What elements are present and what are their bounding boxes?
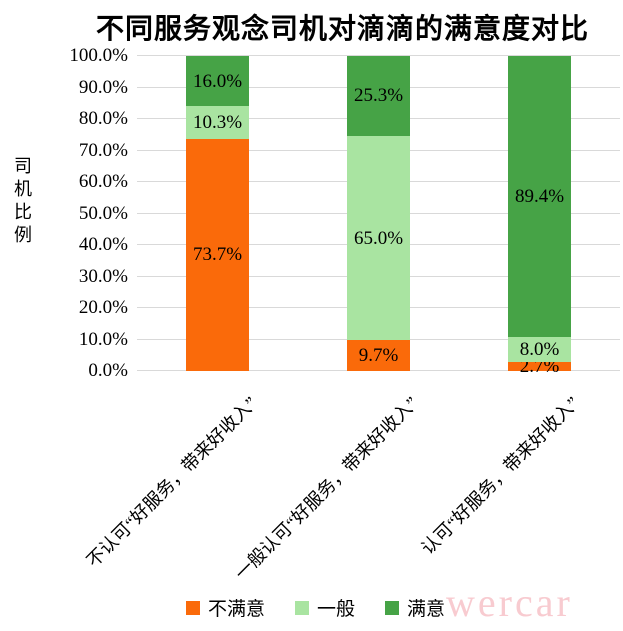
legend-item: 不满意 [186, 594, 265, 621]
legend-swatch-satisfied-icon [385, 600, 400, 615]
bar-segment [508, 55, 571, 338]
y-tick-label: 40.0% [78, 234, 128, 255]
bar-segment [508, 362, 571, 371]
y-tick-label: 60.0% [78, 171, 128, 192]
legend: 不满意 一般 满意 [186, 594, 445, 621]
chart-title: 不同服务观念司机对滴滴的满意度对比 [95, 14, 589, 45]
bar-segment [347, 135, 410, 341]
bar-segment [508, 337, 571, 363]
watermark: wercar [446, 580, 573, 625]
x-tick-label: 一般认可“好服务，带来好收入” [230, 392, 422, 584]
y-tick-label: 10.0% [78, 328, 128, 350]
bar-segment [186, 106, 249, 139]
y-tick-label: 0.0% [88, 360, 128, 381]
y-tick-label: 20.0% [78, 297, 128, 318]
legend-item: 一般 [295, 594, 355, 621]
y-tick-label: 70.0% [78, 139, 128, 161]
legend-item: 满意 [385, 594, 445, 621]
bar-segment [347, 56, 410, 136]
bar-data-label: 73.7% [192, 244, 243, 266]
bar-segment [347, 340, 410, 371]
y-tick-label: 100.0% [69, 45, 128, 66]
x-tick-label: 不认可“好服务，带来好收入” [82, 392, 261, 572]
legend-label: 满意 [407, 599, 446, 620]
legend-label: 一般 [317, 599, 356, 620]
bar-segment [186, 138, 249, 371]
x-tick-label: 认可“好服务，带来好收入” [417, 392, 583, 559]
bar-segment [186, 56, 249, 107]
y-tick-label: 80.0% [78, 108, 128, 129]
legend-swatch-dissatisfied-icon [186, 600, 200, 615]
y-tick-label: 30.0% [78, 265, 128, 287]
y-axis-title: 司机比例 [12, 156, 32, 248]
bar-data-label: 16.0% [192, 70, 243, 92]
bar-data-label: 10.3% [192, 112, 243, 134]
bar-data-label: 9.7% [358, 345, 399, 367]
bar-data-label: 89.4% [514, 185, 565, 207]
legend-label: 不满意 [208, 599, 266, 620]
y-tick-label: 90.0% [78, 76, 128, 98]
bar-data-label: 8.0% [519, 339, 560, 361]
legend-swatch-neutral-icon [295, 600, 310, 615]
gridline [137, 55, 620, 56]
bar-data-label: 65.0% [353, 227, 404, 249]
y-tick-label: 50.0% [78, 202, 128, 224]
bar-data-label: 25.3% [353, 85, 404, 107]
